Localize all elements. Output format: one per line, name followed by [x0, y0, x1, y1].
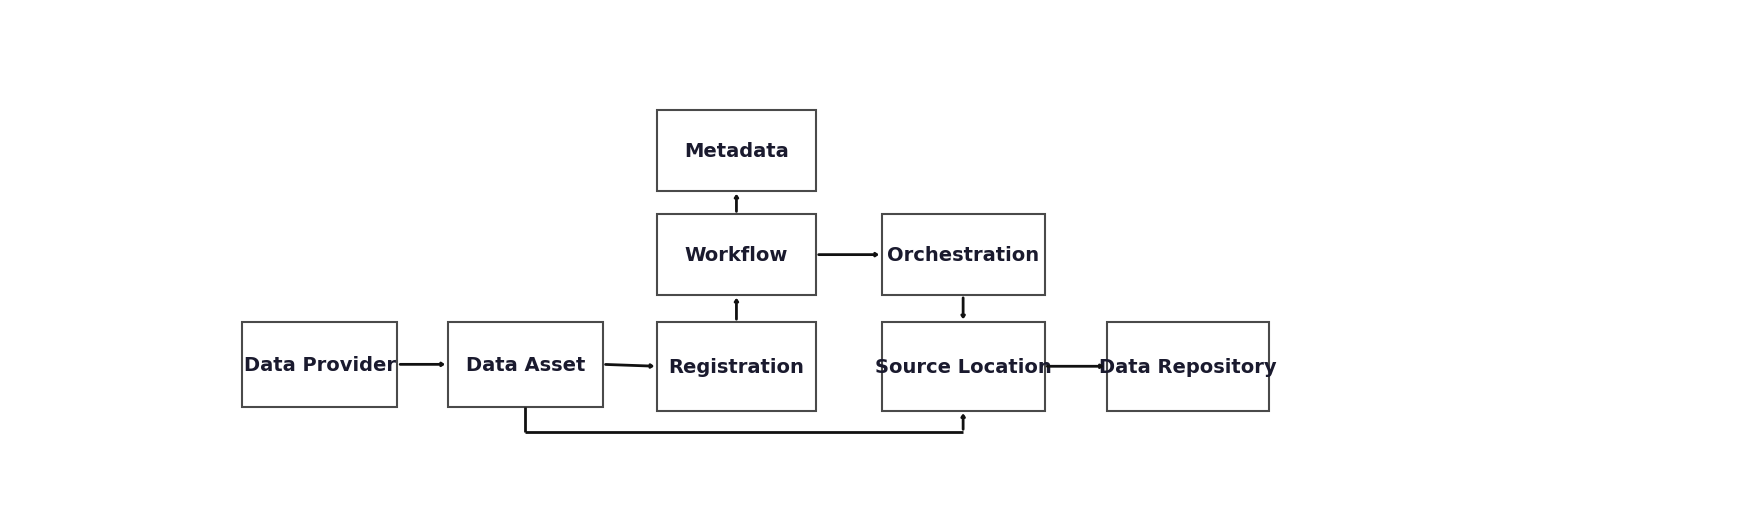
Bar	[447, 322, 603, 407]
Bar	[882, 215, 1045, 295]
Text: Data Repository: Data Repository	[1099, 357, 1276, 376]
Text: Data Provider: Data Provider	[244, 355, 396, 374]
Bar	[657, 111, 815, 192]
Text: Data Asset: Data Asset	[466, 355, 586, 374]
Text: Workflow: Workflow	[685, 246, 789, 265]
Text: Registration: Registration	[668, 357, 805, 376]
Bar	[242, 322, 398, 407]
Text: Source Location: Source Location	[875, 357, 1052, 376]
Bar	[657, 215, 815, 295]
Text: Orchestration: Orchestration	[887, 246, 1040, 265]
Bar	[657, 322, 815, 411]
Bar	[882, 322, 1045, 411]
Text: Metadata: Metadata	[684, 142, 789, 161]
Bar	[1106, 322, 1269, 411]
